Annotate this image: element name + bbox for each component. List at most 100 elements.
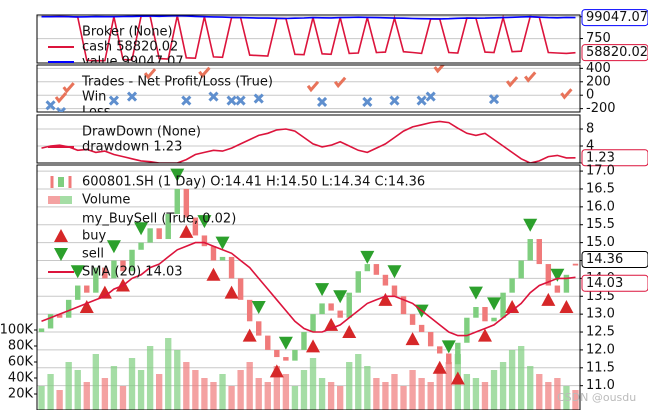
candle	[373, 264, 380, 275]
marker-triangle-up	[269, 364, 284, 378]
volume-bar	[264, 382, 271, 410]
end-label: 58820.02	[586, 45, 648, 60]
marker-x	[416, 95, 427, 106]
volume-bar	[237, 370, 244, 410]
candle	[219, 256, 226, 261]
volume-bar	[119, 386, 127, 410]
candle	[201, 235, 208, 247]
volume-bar	[545, 382, 552, 410]
volume-bar	[83, 382, 90, 410]
candle	[500, 292, 506, 318]
volume-bar	[309, 358, 317, 410]
marker-check	[198, 66, 211, 79]
end-label-box	[581, 251, 648, 269]
candle	[346, 292, 352, 318]
volume-bar	[518, 346, 525, 410]
marker-triangle-down	[134, 222, 149, 236]
marker-triangle-down	[197, 215, 212, 229]
marker-x	[389, 95, 400, 106]
candle	[437, 346, 443, 354]
candle	[409, 314, 416, 325]
candle	[572, 263, 579, 266]
volume-bar	[327, 382, 335, 410]
marker-check	[306, 80, 320, 93]
legend-text: drawdown 1.23	[82, 140, 182, 155]
volume-bar	[282, 374, 290, 410]
candle	[183, 188, 190, 218]
marker-triangle-down	[251, 300, 266, 314]
volume-bar	[463, 374, 471, 410]
candle	[147, 228, 153, 243]
volume-bar	[572, 390, 579, 410]
candle	[228, 256, 235, 279]
candle	[47, 314, 54, 329]
marker-triangle-up	[242, 328, 257, 342]
marker-x	[208, 91, 219, 102]
volume-bar	[490, 370, 498, 410]
marker-x	[488, 94, 500, 105]
marker-triangle-down	[387, 265, 402, 279]
marker-triangle-up	[79, 299, 94, 313]
legend-text: buy	[82, 229, 106, 244]
marker-x	[126, 91, 138, 102]
candle	[283, 357, 289, 361]
panel	[37, 65, 580, 111]
candle	[210, 246, 217, 261]
legend-text: value 99047.07	[82, 55, 184, 70]
legend-title: 600801.SH (1 Day) O:14.41 H:14.50 L:14.3…	[82, 175, 425, 190]
volume-bar	[174, 350, 181, 410]
marker-x	[253, 93, 264, 104]
candle	[84, 285, 90, 293]
volume-bar	[56, 390, 63, 410]
marker-triangle-up	[342, 325, 357, 339]
end-label-box	[581, 274, 648, 292]
candle	[418, 324, 425, 333]
legend-text: my_BuySell (True, 0.02)	[82, 212, 236, 227]
y-tick-label: 13.0	[586, 307, 615, 322]
candle	[455, 342, 461, 365]
y-tick-label: 16.0	[586, 199, 615, 214]
line	[41, 15, 576, 20]
volume-bar	[137, 370, 145, 410]
volume-bar	[436, 366, 443, 410]
legend-text: Loss	[82, 105, 111, 120]
legend-text: SMA (20) 14.03	[82, 265, 183, 280]
y-tick-label: 13.5	[586, 289, 615, 304]
panel	[37, 168, 580, 410]
marker-triangle-up	[224, 285, 239, 299]
legend-text: Win	[82, 90, 106, 105]
y-tick-label: 15.5	[586, 217, 615, 232]
legend-volume	[48, 196, 60, 204]
volume-bar	[255, 378, 262, 410]
candle	[75, 285, 81, 300]
marker-check	[143, 68, 157, 80]
volume-bar	[291, 386, 299, 410]
marker-triangle-up	[179, 224, 194, 238]
y-tick-label: 17.0	[586, 164, 615, 179]
marker-triangle-up	[541, 292, 556, 306]
candle	[292, 349, 298, 361]
marker-x	[362, 96, 373, 107]
candle	[382, 274, 389, 286]
y-tick-label: 4	[586, 139, 594, 154]
marker-x	[226, 95, 237, 106]
volume-tick-label: 80K	[8, 339, 34, 354]
y-tick-label: 400	[586, 61, 611, 76]
volume-bar	[382, 382, 389, 410]
y-tick-label: 11.5	[586, 360, 615, 375]
candle	[65, 299, 72, 318]
marker-triangle-down	[441, 340, 456, 354]
marker-triangle-down	[170, 168, 185, 182]
volume-bar	[400, 386, 407, 410]
volume-bar	[364, 366, 371, 410]
legend-title: Trades - Net Profit/Loss (True)	[81, 75, 273, 90]
marker-triangle-down	[333, 290, 348, 304]
legend-volume	[60, 196, 72, 204]
marker-triangle-up	[477, 328, 492, 342]
y-tick-label: -200	[586, 101, 616, 116]
candle	[120, 260, 126, 272]
line	[41, 120, 576, 163]
end-label-box	[581, 149, 648, 167]
candle	[256, 321, 262, 336]
marker-check	[433, 65, 445, 74]
